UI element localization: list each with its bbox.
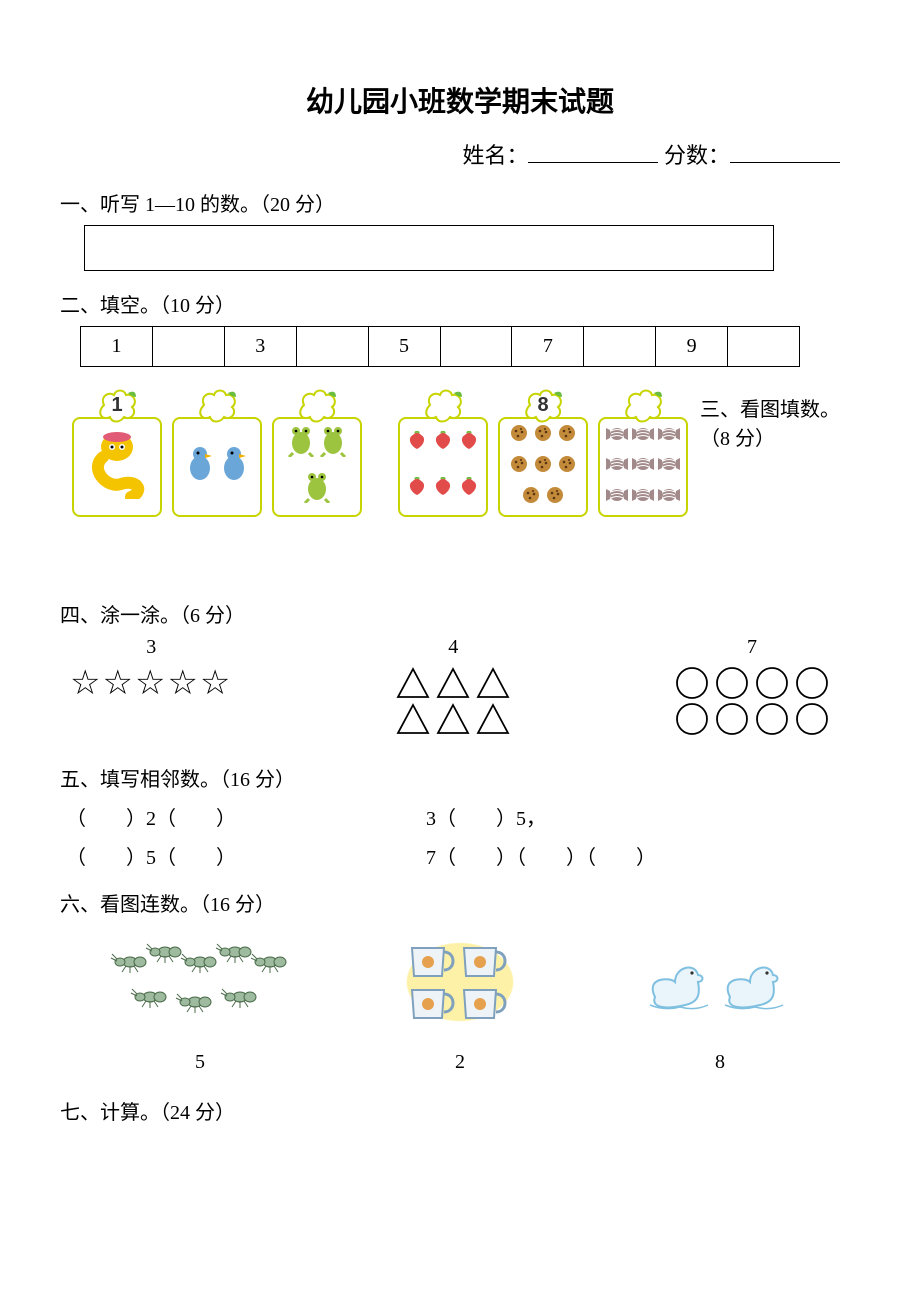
q1-answer-box[interactable]: [84, 225, 774, 271]
q4-group: 3 ☆☆☆☆☆: [70, 636, 232, 737]
berry-icon: [458, 431, 480, 457]
candy-icon: [658, 425, 680, 448]
candy-icon: [632, 455, 654, 478]
page-title: 幼儿园小班数学期末试题: [60, 80, 860, 120]
q5-right[interactable]: 3（ ）5，: [426, 802, 546, 831]
q5-heading: 五、填写相邻数。（16 分）: [60, 763, 860, 792]
q6-group[interactable]: 8: [600, 927, 840, 1074]
bird-icon: [185, 446, 215, 488]
q2-cell: 5: [368, 327, 440, 367]
q3-bubble[interactable]: [620, 387, 666, 423]
q6-duck-icon: [630, 927, 810, 1037]
score-blank[interactable]: [730, 139, 840, 163]
q3-frame-bird: [172, 417, 262, 517]
q6-ant-icon: [110, 927, 290, 1037]
cookie-icon: [509, 423, 529, 449]
cookie-icon: [509, 454, 529, 480]
q2-table: 1 3 5 7 9: [80, 326, 800, 367]
q4-group: 4: [395, 636, 511, 737]
q2-cell: 3: [224, 327, 296, 367]
q2-cell[interactable]: [584, 327, 656, 367]
q6-number: 5: [80, 1051, 320, 1074]
q6-number: 2: [340, 1051, 580, 1074]
candy-icon: [632, 486, 654, 509]
name-blank[interactable]: [528, 139, 658, 163]
q3-bubble[interactable]: [294, 387, 340, 423]
snake-icon: [87, 429, 147, 505]
frog-icon: [319, 425, 347, 463]
q2-cell: 9: [656, 327, 728, 367]
q3-bubble[interactable]: [194, 387, 240, 423]
q4-group: 7: [674, 636, 830, 737]
cookie-icon: [533, 454, 553, 480]
candy-icon: [606, 455, 628, 478]
q3-card: [598, 387, 688, 517]
q4-number: 7: [674, 636, 830, 659]
score-label: 分数：: [664, 143, 730, 168]
q5-row: （ ）5（ ）7（ ）（ ）（ ）: [66, 841, 860, 870]
q6-group[interactable]: 5: [80, 927, 320, 1074]
frog-icon: [287, 425, 315, 463]
name-score-line: 姓名： 分数：: [60, 138, 860, 170]
q4-row: 3 ☆☆☆☆☆ 4 7: [70, 636, 830, 737]
q2-cell[interactable]: [728, 327, 800, 367]
q2-cell: 7: [512, 327, 584, 367]
candy-icon: [606, 425, 628, 448]
q4-number: 3: [70, 636, 232, 659]
frog-icon: [303, 471, 331, 509]
q3-card: 8: [498, 387, 588, 517]
bird-icon: [219, 446, 249, 488]
q6-heading: 六、看图连数。（16 分）: [60, 888, 860, 917]
q3-card: [172, 387, 262, 517]
q2-cell: 1: [81, 327, 153, 367]
q5-row: （ ）2（ ）3（ ）5，: [66, 802, 860, 831]
q3-frame-cookie: [498, 417, 588, 517]
candy-icon: [606, 486, 628, 509]
cookie-icon: [545, 485, 565, 511]
q2-cell[interactable]: [152, 327, 224, 367]
q3-card: 1: [72, 387, 162, 517]
q4-shapes[interactable]: ☆☆☆☆☆: [70, 665, 232, 703]
q3-bubble: 1: [94, 387, 140, 423]
q5-left[interactable]: （ ）5（ ）: [66, 841, 426, 870]
berry-icon: [406, 431, 428, 457]
q5-right[interactable]: 7（ ）（ ）（ ）: [426, 841, 656, 870]
berry-icon: [432, 477, 454, 503]
q1-heading: 一、听写 1—10 的数。（20 分）: [60, 188, 860, 217]
q6-cup-icon: [385, 927, 535, 1037]
q3-card: [272, 387, 362, 517]
q4-shapes[interactable]: [674, 665, 830, 737]
candy-icon: [658, 486, 680, 509]
q4-heading: 四、涂一涂。（6 分）: [60, 599, 860, 628]
berry-icon: [432, 431, 454, 457]
q5-left[interactable]: （ ）2（ ）: [66, 802, 426, 831]
cookie-icon: [557, 423, 577, 449]
berry-icon: [406, 477, 428, 503]
q5-rows: （ ）2（ ）3（ ）5，（ ）5（ ）7（ ）（ ）（ ）: [66, 802, 860, 870]
cookie-icon: [533, 423, 553, 449]
q3-card: [398, 387, 488, 517]
q7-heading: 七、计算。（24 分）: [60, 1096, 860, 1125]
q4-number: 4: [395, 636, 511, 659]
cookie-icon: [521, 485, 541, 511]
q3-frame-frog: [272, 417, 362, 517]
q6-group[interactable]: 2: [340, 927, 580, 1074]
q3-bubble[interactable]: [420, 387, 466, 423]
candy-icon: [632, 425, 654, 448]
name-label: 姓名：: [462, 143, 528, 168]
q6-number: 8: [600, 1051, 840, 1074]
q4-shapes[interactable]: [395, 665, 511, 737]
q2-cell[interactable]: [440, 327, 512, 367]
q3-frame-candy: [598, 417, 688, 517]
q3-heading: 三、看图填数。 （8 分）: [700, 393, 840, 451]
cookie-icon: [557, 454, 577, 480]
candy-icon: [658, 455, 680, 478]
q3-bubble: 8: [520, 387, 566, 423]
q2-cell[interactable]: [296, 327, 368, 367]
q6-row: 528: [70, 927, 850, 1074]
berry-icon: [458, 477, 480, 503]
q3-frame-snake: [72, 417, 162, 517]
q2-heading: 二、填空。（10 分）: [60, 289, 860, 318]
q3-frame-berry: [398, 417, 488, 517]
